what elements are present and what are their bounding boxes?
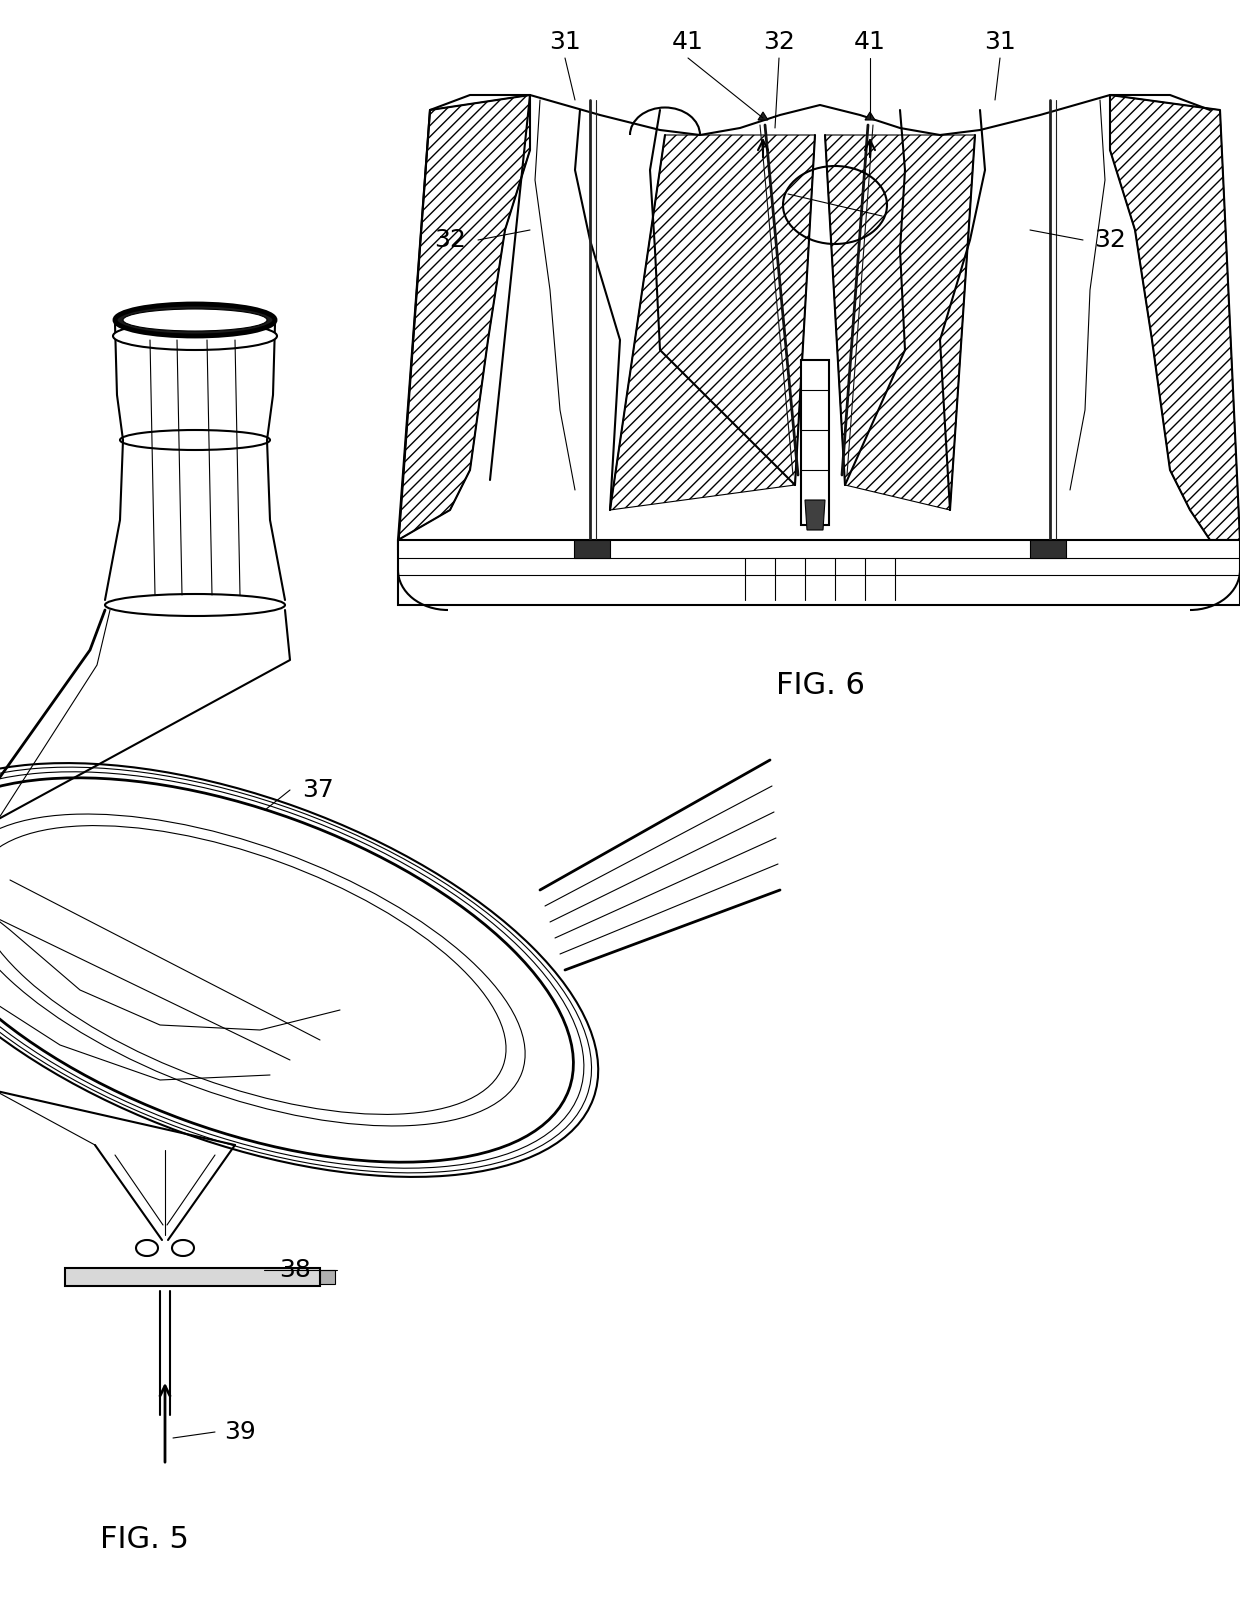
- Polygon shape: [758, 111, 768, 119]
- Polygon shape: [1110, 95, 1240, 541]
- Polygon shape: [801, 360, 830, 525]
- Polygon shape: [1030, 541, 1066, 558]
- Text: FIG. 5: FIG. 5: [100, 1525, 188, 1554]
- Text: 32: 32: [1094, 228, 1126, 252]
- Text: 31: 31: [549, 31, 580, 53]
- Polygon shape: [64, 1269, 320, 1286]
- Text: 37: 37: [303, 778, 334, 802]
- Text: 32: 32: [434, 228, 466, 252]
- Polygon shape: [574, 541, 610, 558]
- Polygon shape: [866, 111, 875, 119]
- Text: 41: 41: [854, 31, 885, 53]
- Text: 31: 31: [985, 31, 1016, 53]
- Ellipse shape: [123, 308, 267, 331]
- Text: FIG. 6: FIG. 6: [775, 670, 864, 699]
- Polygon shape: [825, 136, 975, 510]
- Text: 41: 41: [672, 31, 704, 53]
- Text: 32: 32: [763, 31, 795, 53]
- Polygon shape: [805, 500, 825, 529]
- Text: 38: 38: [279, 1257, 311, 1282]
- Polygon shape: [398, 95, 529, 550]
- Text: 39: 39: [224, 1420, 255, 1445]
- Polygon shape: [320, 1270, 335, 1285]
- Ellipse shape: [113, 323, 277, 350]
- Polygon shape: [610, 136, 815, 510]
- Polygon shape: [398, 541, 1240, 605]
- Ellipse shape: [115, 303, 275, 336]
